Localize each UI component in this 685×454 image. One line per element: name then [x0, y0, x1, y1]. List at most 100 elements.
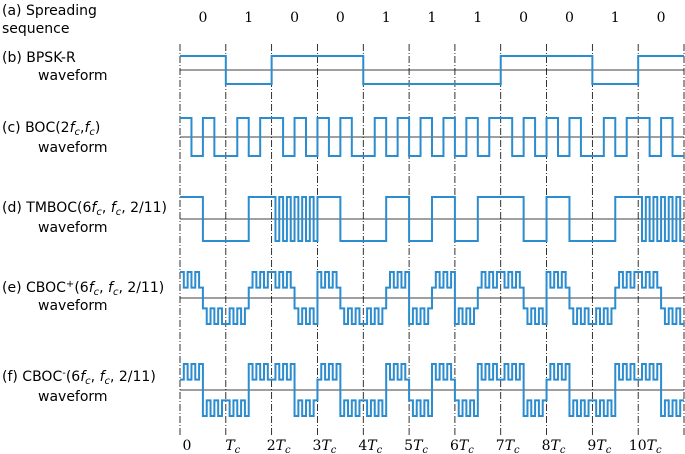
label-part: waveform [38, 220, 108, 236]
label-part: , 2/11) [110, 369, 156, 385]
label-part: c [85, 376, 91, 387]
label-text: (c) BOC(2fc,fc) [2, 120, 100, 138]
label-part: (6 [74, 280, 88, 296]
bit: 0 [290, 10, 299, 26]
label-part: T [596, 438, 607, 454]
label-text: 4Tc [358, 438, 382, 454]
bit: 0 [519, 10, 528, 26]
label-part: (d) TMBOC(6 [2, 200, 92, 216]
label-part: f [84, 120, 91, 136]
label-part: c [285, 445, 291, 454]
label-text: sequence [2, 21, 69, 37]
label-text: waveform [38, 298, 108, 314]
label-part: 8 [542, 438, 551, 454]
label-part: 7 [496, 438, 505, 454]
label-part: 2 [267, 438, 276, 454]
label-part: c [422, 445, 428, 454]
label-part: c [96, 207, 102, 218]
label-part: - [62, 368, 66, 379]
label-text: 7Tc [496, 438, 520, 454]
label-text: (b) BPSK-R [2, 50, 76, 66]
label-part: , [102, 200, 111, 216]
label-part: (e) CBOC [2, 280, 66, 296]
bit: 0 [198, 10, 207, 26]
label-part: c [377, 445, 383, 454]
label-part: f [89, 280, 96, 296]
label-part: f [100, 369, 107, 385]
label-text: 8Tc [542, 438, 566, 454]
label-text: waveform [38, 389, 108, 405]
bit: 1 [473, 10, 482, 26]
label-text: 6Tc [450, 438, 474, 454]
label-part: T [276, 438, 287, 454]
bit: 0 [336, 10, 345, 26]
label-part: T [321, 438, 332, 454]
label-part: c [235, 445, 241, 454]
label-part: f [80, 369, 87, 385]
waveform [180, 196, 684, 242]
label-part: 6 [450, 438, 459, 454]
label-part: 5 [404, 438, 413, 454]
label-part: c [116, 207, 122, 218]
label-part: c [113, 287, 119, 298]
label-text: 5Tc [404, 438, 428, 454]
bit: 1 [611, 10, 620, 26]
waveform [180, 117, 684, 157]
label-text: 9Tc [587, 438, 611, 454]
label-part: + [66, 279, 74, 290]
label-text: 10Tc [629, 438, 662, 454]
bit: 1 [382, 10, 391, 26]
label-text: Tc [225, 438, 240, 454]
label-part: waveform [38, 298, 108, 314]
bit: 0 [657, 10, 666, 26]
label-part: 4 [358, 438, 367, 454]
label-text: (a) Spreading [2, 3, 97, 19]
label-text: waveform [38, 140, 108, 156]
label-part: (a) Spreading [2, 3, 97, 19]
label-text: 0 [183, 438, 192, 454]
label-part: c [105, 376, 111, 387]
label-part: (6 [66, 369, 80, 385]
label-part: c [331, 445, 337, 454]
label-part: (c) BOC(2 [2, 120, 70, 136]
label-part: 3 [313, 438, 322, 454]
label-part: c [606, 445, 612, 454]
label-part: ) [95, 120, 100, 136]
label-part: , 2/11) [118, 280, 164, 296]
label-text: (e) CBOC+(6fc, fc, 2/11) [2, 279, 164, 298]
label-part: c [89, 127, 95, 138]
label-part: T [647, 438, 658, 454]
label-text: (d) TMBOC(6fc, fc, 2/11) [2, 200, 167, 218]
label-part: T [505, 438, 516, 454]
label-part: T [367, 438, 378, 454]
label-part: , [80, 120, 84, 136]
label-text: waveform [38, 68, 108, 84]
label-part: f [91, 200, 98, 216]
label-text: waveform [38, 220, 108, 236]
label-part: T [225, 438, 236, 454]
label-part: , [99, 280, 108, 296]
label-part: , 2/11) [121, 200, 167, 216]
label-part: c [514, 445, 520, 454]
label-part: 9 [587, 438, 596, 454]
label-part: , [91, 369, 100, 385]
label-text: 3Tc [313, 438, 337, 454]
waveform [180, 55, 684, 85]
label-text: 2Tc [267, 438, 291, 454]
label-part: T [413, 438, 424, 454]
waveform [180, 363, 684, 417]
bit: 1 [244, 10, 253, 26]
label-part: f [70, 120, 77, 136]
label-part: c [94, 287, 100, 298]
label-part: waveform [38, 389, 108, 405]
label-part: waveform [38, 68, 108, 84]
label-part: c [560, 445, 566, 454]
label-part: waveform [38, 140, 108, 156]
label-part: T [459, 438, 470, 454]
label-part: 0 [183, 438, 192, 454]
label-part: f [108, 280, 115, 296]
waveform [180, 271, 684, 325]
label-part: T [551, 438, 562, 454]
bit: 0 [565, 10, 574, 26]
